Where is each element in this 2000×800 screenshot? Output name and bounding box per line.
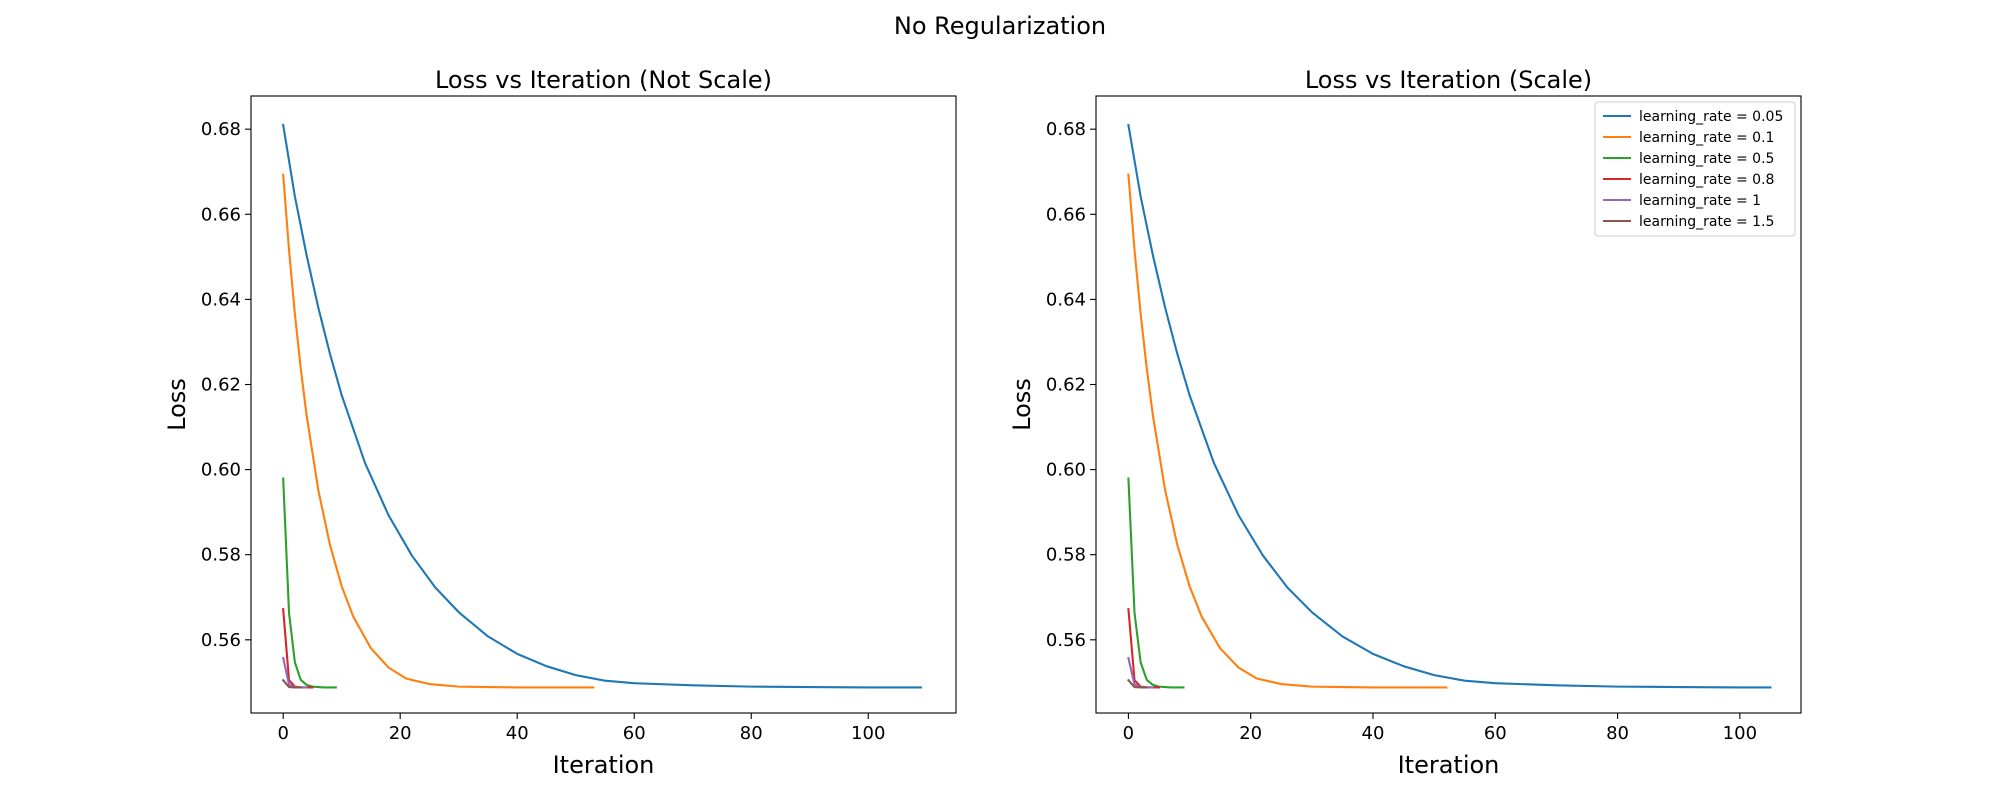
series-line-6 — [1126, 678, 1148, 689]
y-tick-label: 0.66 — [1046, 204, 1086, 225]
legend-label-1: learning_rate = 0.05 — [1639, 109, 1783, 125]
x-tick-label: 20 — [389, 723, 412, 744]
series-line-6 — [281, 678, 302, 689]
x-tick-label: 40 — [506, 723, 529, 744]
series-line-1 — [1127, 123, 1772, 689]
series-line-1 — [281, 123, 922, 689]
y-tick-label: 0.68 — [1046, 119, 1086, 140]
legend-label-4: learning_rate = 0.8 — [1639, 172, 1774, 188]
x-tick-label: 0 — [277, 723, 288, 744]
x-tick-label: 60 — [623, 723, 646, 744]
x-tick-label: 0 — [1123, 723, 1134, 744]
y-tick-label: 0.62 — [1046, 375, 1086, 396]
series-line-2 — [1127, 173, 1448, 689]
axes-frame — [1095, 95, 1802, 714]
legend-label-3: learning_rate = 0.5 — [1639, 151, 1774, 167]
y-axis-label: Loss — [1008, 378, 1036, 431]
y-tick-label: 0.68 — [201, 119, 241, 140]
series-line-3 — [282, 477, 337, 689]
figure-suptitle: No Regularization — [893, 12, 1107, 40]
legend: learning_rate = 0.05 learning_rate = 0.1 l… — [1594, 101, 1796, 237]
x-tick-label: 100 — [851, 723, 885, 744]
x-tick-label: 40 — [1362, 723, 1385, 744]
y-tick-label: 0.58 — [201, 545, 241, 566]
legend-label-6: learning_rate = 1.5 — [1639, 214, 1774, 230]
legend-label-5: learning_rate = 1 — [1639, 193, 1761, 209]
series-line-2 — [282, 173, 595, 689]
x-tick-label: 80 — [740, 723, 763, 744]
y-tick-label: 0.60 — [201, 460, 241, 481]
y-axis-label: Loss — [163, 378, 191, 431]
x-tick-label: 80 — [1606, 723, 1629, 744]
x-axis-label: Iteration — [1398, 751, 1500, 779]
subplot-1: 0 20 40 60 80 100 0.56 0.58 0.60 0.62 0.64 0.66 0.68… — [163, 66, 957, 779]
x-tick-label: 20 — [1239, 723, 1262, 744]
x-axis-label: Iteration — [553, 751, 655, 779]
plot-title: Loss vs Iteration (Not Scale) — [435, 66, 772, 94]
axes-frame — [250, 95, 957, 714]
series-line-3 — [1127, 477, 1185, 689]
y-tick-label: 0.56 — [1046, 630, 1086, 651]
subplot-2: 0 20 40 60 80 100 0.56 0.58 0.60 0.62 0.64 0.66 0.68… — [1008, 66, 1802, 779]
x-tick-label: 100 — [1723, 723, 1757, 744]
y-tick-label: 0.64 — [201, 289, 241, 310]
legend-box — [1594, 101, 1796, 237]
y-tick-label: 0.64 — [1046, 289, 1086, 310]
legend-label-2: learning_rate = 0.1 — [1639, 130, 1774, 146]
x-tick-label: 60 — [1484, 723, 1507, 744]
y-tick-label: 0.62 — [201, 375, 241, 396]
y-tick-label: 0.56 — [201, 630, 241, 651]
y-tick-label: 0.60 — [1046, 460, 1086, 481]
plot-title: Loss vs Iteration (Scale) — [1305, 66, 1592, 94]
y-tick-label: 0.58 — [1046, 545, 1086, 566]
y-tick-label: 0.66 — [201, 204, 241, 225]
